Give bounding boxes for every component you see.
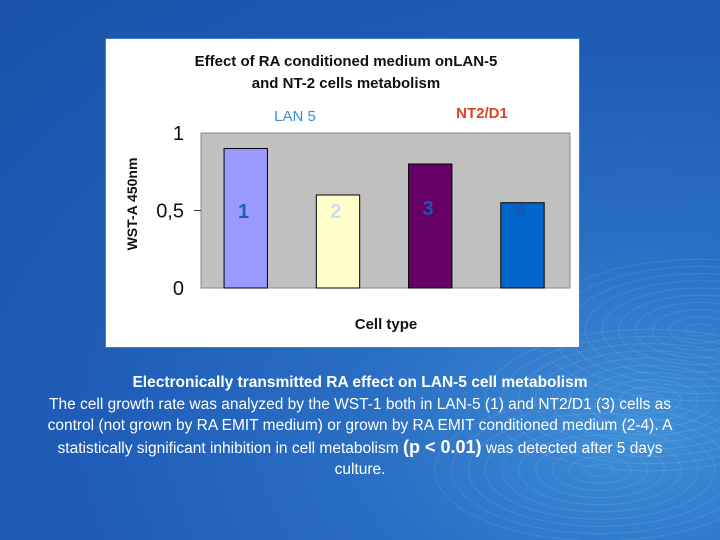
y-tick-label: 0,5 — [156, 201, 184, 223]
caption-tail: was detected after 5 days culture. — [334, 439, 663, 479]
ripple-ring — [601, 379, 699, 421]
caption: Electronically transmitted RA effect on … — [40, 372, 680, 481]
bar-label-3: 3 — [423, 198, 434, 220]
ripple-ring — [668, 316, 720, 344]
bar-chart: Effect of RA conditioned medium onLAN-5 … — [124, 53, 571, 333]
ripple-ring — [551, 449, 649, 491]
ripple-ring — [451, 405, 720, 535]
ripple-ring — [601, 287, 720, 373]
ripple-ring — [484, 328, 720, 472]
ripple-ring — [618, 294, 720, 366]
ripple-ring — [535, 441, 665, 499]
ripple-ring — [551, 357, 720, 443]
ripple-ring — [618, 386, 682, 414]
ripple-ring — [585, 371, 715, 429]
ripple-ring — [501, 427, 699, 513]
chart-title-line1: Effect of RA conditioned medium onLAN-5 — [195, 53, 498, 70]
bar-4 — [500, 202, 545, 289]
bar-label-4: 4 — [515, 201, 527, 223]
caption-body-wrap: The cell growth rate was analyzed by the… — [40, 394, 680, 481]
group-label-nt2d1: NT2/D1 — [456, 105, 508, 122]
bar-3 — [408, 163, 453, 289]
ripple-ring — [651, 309, 720, 351]
group-label-lan5: LAN 5 — [274, 108, 316, 125]
caption-pvalue: (p < 0.01) — [402, 436, 482, 457]
caption-body: The cell growth rate was analyzed by the… — [47, 395, 673, 457]
ripple-ring — [568, 364, 720, 436]
ripple-ring — [635, 301, 720, 359]
bar-2 — [315, 194, 361, 289]
ripple-ring — [467, 413, 720, 527]
bar-label-1: 1 — [238, 201, 249, 223]
caption-heading: Electronically transmitted RA effect on … — [132, 374, 588, 391]
ripple-ring — [685, 323, 715, 337]
ripple-ring — [567, 273, 720, 387]
ripple-ring — [501, 335, 720, 465]
ripple-ring — [584, 280, 720, 380]
bar-1 — [223, 148, 268, 289]
ripple-ring — [518, 434, 682, 506]
chart-panel: Effect of RA conditioned medium onLAN-5 … — [105, 38, 580, 348]
y-axis-label: WST-A 450nm — [124, 158, 140, 251]
ripple-ring — [568, 456, 632, 484]
ripple-ring — [484, 420, 716, 520]
ripple-ring — [585, 463, 615, 477]
y-tick-label: 0 — [173, 278, 184, 300]
ripple-ring — [635, 393, 665, 407]
y-tick-label: 1 — [173, 123, 184, 145]
ripple-ring — [434, 398, 720, 540]
bar-label-2: 2 — [330, 201, 341, 223]
ripple-ring — [517, 343, 720, 457]
x-axis-label: Cell type — [355, 316, 418, 333]
ripple-ring — [534, 350, 720, 450]
chart-title-line2: and NT-2 cells metabolism — [252, 75, 440, 92]
